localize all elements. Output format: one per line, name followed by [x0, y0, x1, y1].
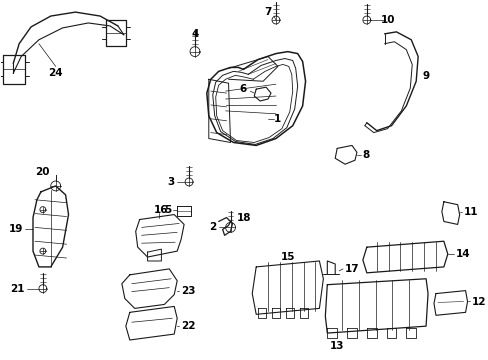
Text: 2: 2 — [209, 222, 216, 233]
Text: 13: 13 — [329, 341, 344, 351]
Text: 12: 12 — [470, 297, 485, 307]
Text: 20: 20 — [36, 167, 50, 177]
Text: 18: 18 — [236, 212, 250, 222]
Text: 1: 1 — [274, 114, 281, 124]
Text: 9: 9 — [422, 71, 429, 81]
Text: 10: 10 — [381, 15, 395, 25]
Text: 24: 24 — [48, 68, 63, 78]
Text: 23: 23 — [181, 285, 195, 296]
Text: 4: 4 — [191, 29, 198, 39]
Text: 19: 19 — [9, 224, 23, 234]
Text: 5: 5 — [163, 204, 171, 215]
Text: 7: 7 — [264, 7, 271, 17]
Text: 17: 17 — [345, 264, 359, 274]
Text: 21: 21 — [11, 284, 25, 294]
Text: 15: 15 — [280, 252, 294, 262]
Text: 14: 14 — [455, 249, 469, 259]
Text: 3: 3 — [166, 177, 174, 187]
Text: 8: 8 — [362, 150, 369, 160]
Text: 6: 6 — [239, 84, 246, 94]
Text: 22: 22 — [181, 321, 195, 331]
Text: 16: 16 — [154, 204, 168, 215]
Text: 11: 11 — [463, 207, 477, 217]
